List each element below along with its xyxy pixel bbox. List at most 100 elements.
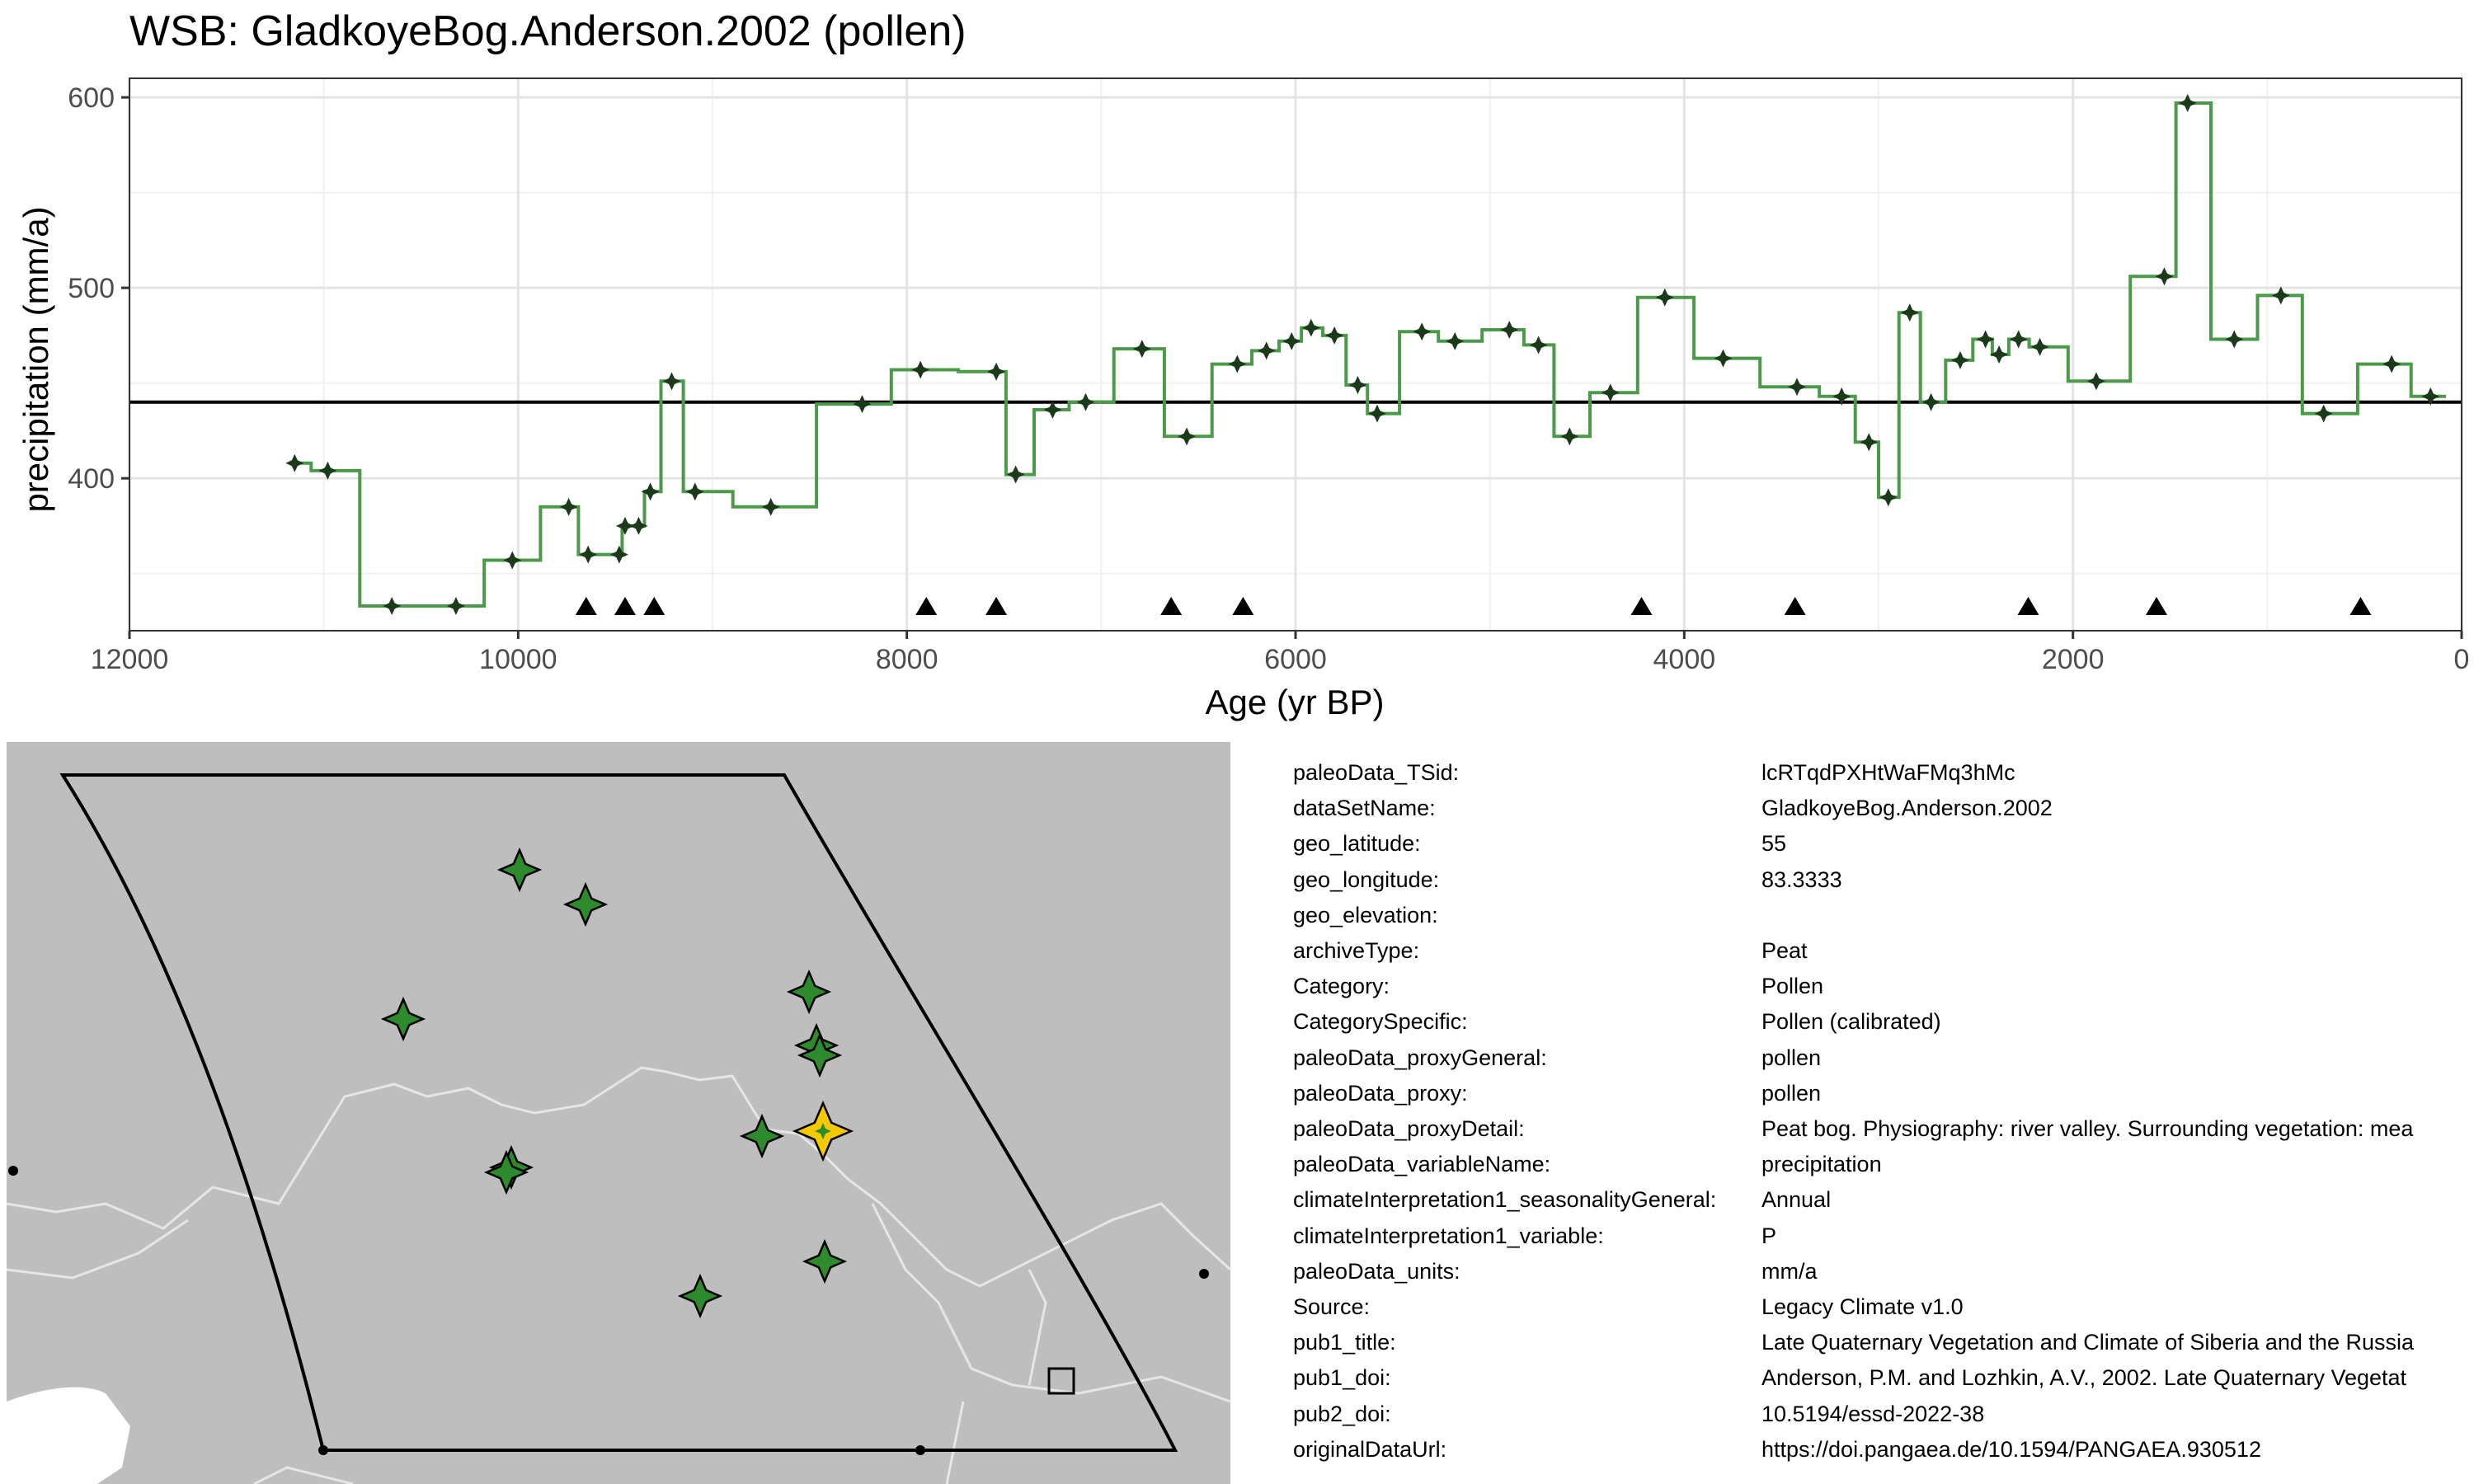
data-point — [2314, 404, 2333, 423]
y-tick-label: 500 — [68, 273, 115, 304]
data-point — [1788, 378, 1807, 397]
age-control-triangle — [1630, 597, 1653, 615]
data-point — [1367, 404, 1386, 423]
metadata-key: geo_elevation: — [1293, 902, 1438, 928]
site-star — [562, 881, 609, 928]
data-point — [579, 545, 598, 564]
y-axis-label: precipitation (mm/a) — [16, 206, 55, 512]
age-control-triangle — [985, 597, 1008, 615]
x-tick-label: 4000 — [1653, 644, 1716, 675]
data-point — [1879, 488, 1898, 507]
data-point — [853, 395, 872, 414]
metadata-value: Pollen — [1761, 974, 1824, 999]
plot-border — [129, 77, 2462, 632]
data-point — [615, 516, 634, 535]
site-star — [802, 1238, 848, 1284]
data-point — [1413, 322, 1432, 341]
metadata-value: P — [1761, 1223, 1777, 1248]
metadata-row: archiveType: Peat — [1293, 938, 2474, 974]
data-point — [662, 372, 681, 391]
data-point — [685, 482, 704, 501]
site-star — [677, 1273, 723, 1319]
metadata-value: pollen — [1761, 1045, 1822, 1070]
y-tick-label: 400 — [68, 463, 115, 495]
data-point — [641, 482, 660, 501]
data-point — [1228, 355, 1247, 373]
metadata-value: mm/a — [1761, 1258, 1818, 1284]
x-tick-label: 8000 — [876, 644, 938, 675]
metadata-row: climateInterpretation1_variable: P — [1293, 1223, 2474, 1260]
age-control-triangle — [2017, 597, 2039, 615]
data-point — [1714, 349, 1733, 368]
x-tick-label: 2000 — [2042, 644, 2105, 675]
metadata-key: pub2_doi: — [1293, 1401, 1391, 1426]
data-point — [1529, 336, 1548, 355]
data-point — [1257, 341, 1276, 360]
data-points-group — [285, 94, 2440, 615]
metadata-key: CategorySpecific: — [1293, 1009, 1468, 1035]
metadata-row: paleoData_variableName: precipitation — [1293, 1152, 2474, 1188]
metadata-value: 10.5194/essd-2022-38 — [1761, 1401, 1985, 1426]
white-water-body — [7, 1387, 130, 1484]
data-point — [1178, 427, 1197, 446]
metadata-key: geo_longitude: — [1293, 866, 1440, 892]
data-point — [1282, 331, 1301, 350]
x-tick-label: 0 — [2454, 644, 2470, 675]
metadata-key: Source: — [1293, 1294, 1371, 1319]
study-region-outline — [59, 773, 1178, 1452]
data-point — [2382, 355, 2401, 373]
age-control-triangle — [575, 597, 597, 615]
city-dot — [915, 1445, 925, 1455]
data-point — [559, 497, 578, 516]
metadata-key: paleoData_proxyGeneral: — [1293, 1045, 1547, 1070]
data-point — [987, 362, 1006, 381]
metadata-value: 55 — [1761, 831, 1787, 857]
data-point — [1325, 326, 1344, 345]
data-point — [1560, 427, 1579, 446]
metadata-row: originalDataUrl: https://doi.pangaea.de/1… — [1293, 1437, 2474, 1469]
metadata-value: precipitation — [1761, 1152, 1882, 1177]
x-tick-label: 6000 — [1264, 644, 1327, 675]
metadata-row: CategorySpecific: Pollen (calibrated) — [1293, 1009, 2474, 1045]
data-point — [911, 360, 930, 379]
country-borders — [7, 1066, 1230, 1484]
data-point — [2030, 337, 2049, 356]
data-point — [503, 551, 522, 570]
metadata-row: pub2_doi: 10.5194/essd-2022-38 — [1293, 1402, 2474, 1438]
data-point — [1500, 320, 1519, 339]
metadata-row: geo_elevation: — [1293, 903, 2474, 939]
metadata-key: paleoData_proxyDetail: — [1293, 1116, 1525, 1141]
metadata-key: paleoData_units: — [1293, 1258, 1460, 1284]
metadata-row: paleoData_units: mm/a — [1293, 1259, 2474, 1295]
data-point — [629, 516, 648, 535]
data-point — [609, 545, 628, 564]
metadata-value: Peat — [1761, 938, 1808, 963]
data-point — [1900, 303, 1919, 322]
site-star — [496, 847, 543, 893]
y-tick-label: 600 — [68, 82, 115, 114]
metadata-value: Legacy Climate v1.0 — [1761, 1294, 1964, 1319]
data-point — [2271, 286, 2290, 305]
metadata-value: pollen — [1761, 1080, 1822, 1106]
data-point — [285, 453, 304, 472]
data-point — [2225, 330, 2244, 349]
location-map — [7, 742, 1230, 1484]
age-control-triangle — [2349, 597, 2372, 615]
data-point — [2421, 387, 2440, 406]
data-point — [318, 461, 337, 480]
age-control-triangle — [1784, 597, 1806, 615]
age-control-triangle — [1160, 597, 1183, 615]
metadata-key: dataSetName: — [1293, 796, 1436, 821]
age-control-triangle — [614, 597, 636, 615]
x-tick-label: 10000 — [479, 644, 557, 675]
data-point — [2086, 372, 2105, 391]
age-control-triangle — [643, 597, 666, 615]
metadata-row: pub1_doi: Anderson, P.M. and Lozhkin, A.V… — [1293, 1365, 2474, 1402]
metadata-row: Category: Pollen — [1293, 974, 2474, 1010]
metadata-value: https://doi.pangaea.de/10.1594/PANGAEA.9… — [1761, 1436, 2261, 1462]
data-point — [1043, 401, 1062, 419]
metadata-value: Annual — [1761, 1187, 1832, 1213]
data-point — [1990, 345, 2009, 364]
data-point — [1348, 375, 1367, 394]
axes: 12000 10000 8000 6000 4000 2000 0 400 500 600 — [68, 77, 2470, 675]
